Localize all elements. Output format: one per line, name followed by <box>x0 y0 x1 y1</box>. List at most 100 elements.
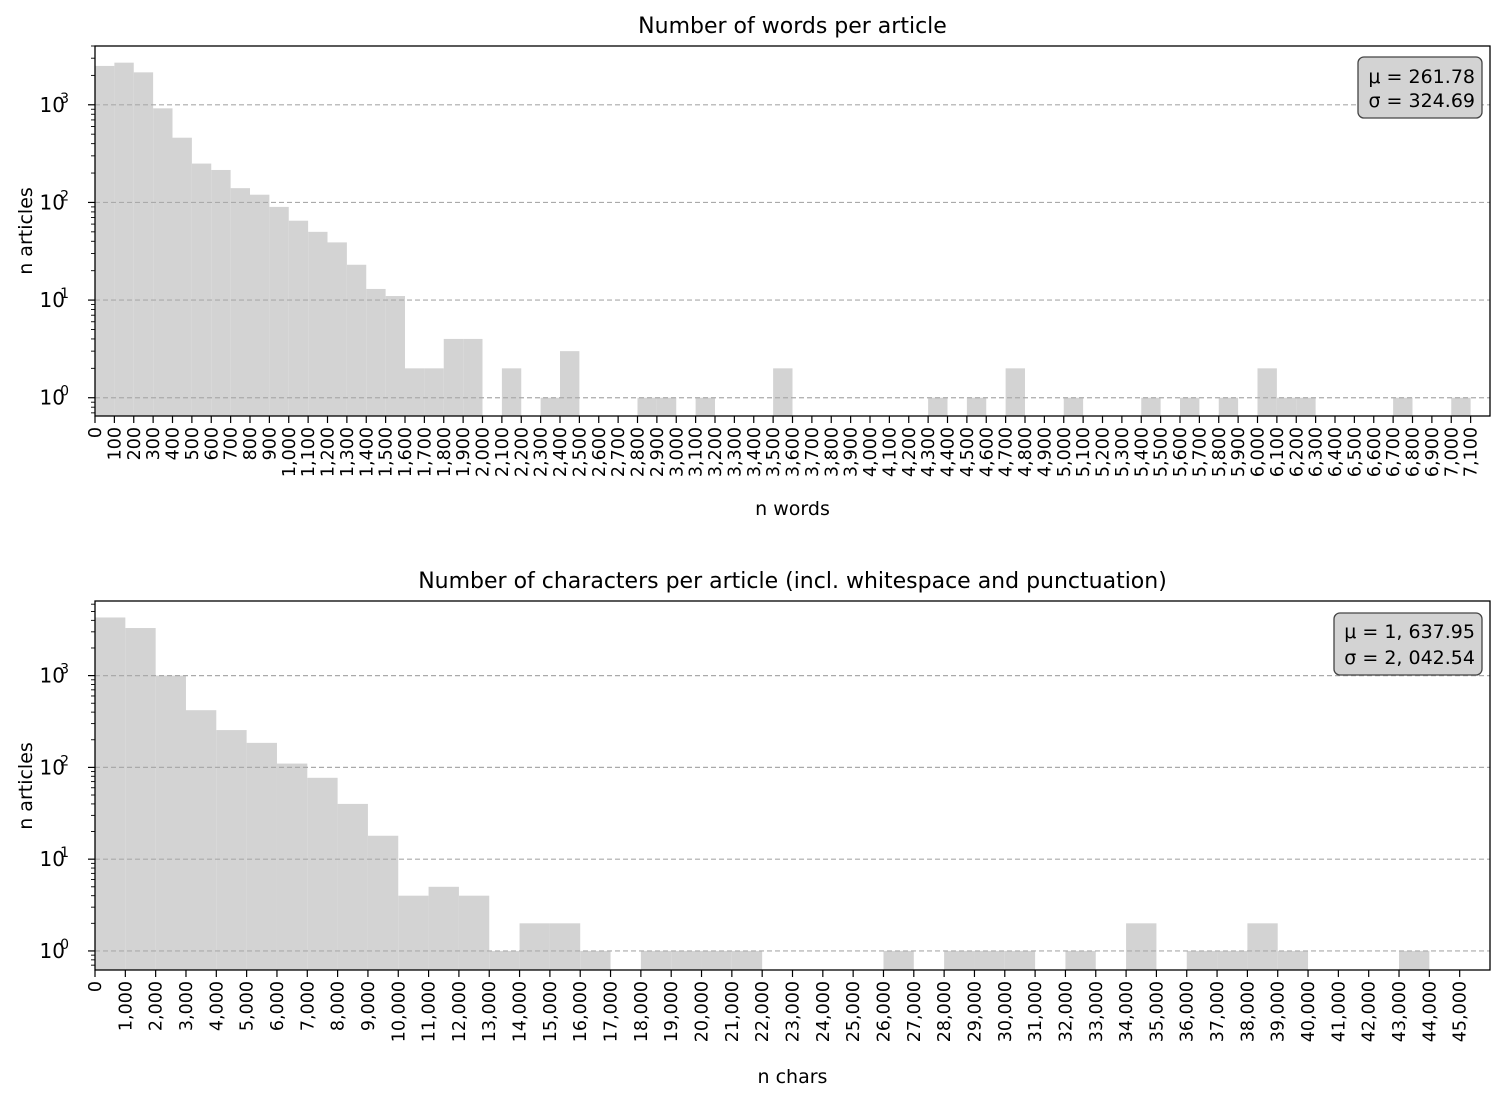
chars-bar-10 <box>398 895 429 970</box>
words-bar-33 <box>1218 397 1239 416</box>
words-xtick-label-43: 4,300 <box>919 427 939 477</box>
words-xtick-label-59: 5,900 <box>1229 427 1249 477</box>
words-xtick-label-36: 3,600 <box>784 427 804 477</box>
words-bar-8 <box>250 194 270 416</box>
chars-ytick-label-2: 102 <box>40 753 69 779</box>
chars-bar-5 <box>246 742 277 970</box>
chars-xtick-label-11: 11,000 <box>420 981 440 1042</box>
chars-bar-13 <box>489 950 520 970</box>
words-mean-label: μ = 261.78 <box>1368 66 1475 88</box>
words-xtick-label-62: 6,200 <box>1287 427 1307 477</box>
words-ytick-label-2: 102 <box>40 188 69 214</box>
words-bar-28 <box>966 397 987 416</box>
words-xtick-label-5: 500 <box>183 427 203 460</box>
words-bar-32 <box>1180 397 1200 416</box>
words-xtick-label-23: 2,300 <box>532 427 552 477</box>
words-xtick-label-14: 1,400 <box>357 427 377 477</box>
words-ytick-label-1: 101 <box>40 286 69 312</box>
words-xtick-label-53: 5,300 <box>1113 427 1133 477</box>
chars-xtick-label-36: 36,000 <box>1178 981 1198 1042</box>
chars-xtick-label-16: 16,000 <box>571 981 591 1042</box>
words-bar-34 <box>1257 368 1277 416</box>
words-bar-6 <box>211 169 231 416</box>
words-bar-24 <box>656 397 677 416</box>
words-bar-27 <box>928 397 948 416</box>
words-ytick-label-0: 100 <box>40 384 69 410</box>
words-xtick-label-50: 5,000 <box>1055 427 1075 477</box>
chars-bar-7 <box>307 777 338 970</box>
words-xtick-label-58: 5,800 <box>1210 427 1230 477</box>
chars-bar-15 <box>549 923 581 970</box>
words-xtick-label-20: 2,000 <box>474 427 494 477</box>
words-xtick-label-27: 2,700 <box>609 427 629 477</box>
chars-ytick-label-0: 100 <box>40 937 69 963</box>
chars-xtick-label-38: 38,000 <box>1238 981 1258 1042</box>
words-xtick-label-10: 1,000 <box>280 427 300 477</box>
chars-bar-6 <box>276 763 308 970</box>
words-xtick-label-65: 6,500 <box>1345 427 1365 477</box>
words-chart-title: Number of words per article <box>638 14 947 39</box>
words-y-axis-label: n articles <box>15 187 37 275</box>
words-sd-label: σ = 324.69 <box>1368 90 1475 112</box>
chars-bar-30 <box>1277 950 1309 970</box>
chars-y-axis-label: n articles <box>15 742 37 830</box>
words-xtick-label-8: 800 <box>241 427 261 460</box>
chars-xtick-label-34: 34,000 <box>1117 981 1137 1042</box>
chars-xtick-label-26: 26,000 <box>874 981 894 1042</box>
words-xtick-label-61: 6,100 <box>1268 427 1288 477</box>
words-bar-37 <box>1393 397 1413 416</box>
chars-xtick-label-22: 22,000 <box>753 981 773 1042</box>
chars-stats-box-frame <box>1333 612 1483 676</box>
words-xtick-label-51: 5,100 <box>1074 427 1094 477</box>
words-xtick-label-11: 1,100 <box>299 427 319 477</box>
words-bar-36 <box>1296 397 1316 416</box>
chars-xtick-label-4: 4,000 <box>207 981 227 1031</box>
chars-bar-25 <box>1065 950 1096 970</box>
chars-xtick-label-41: 41,000 <box>1329 981 1349 1042</box>
words-xtick-label-54: 5,400 <box>1132 427 1152 477</box>
words-xtick-label-45: 4,500 <box>958 427 978 477</box>
chars-bar-26 <box>1126 923 1157 970</box>
words-xtick-label-13: 1,300 <box>338 427 358 477</box>
words-bar-2 <box>133 72 154 416</box>
words-xtick-label-52: 5,200 <box>1094 427 1114 477</box>
words-xtick-label-29: 2,900 <box>648 427 668 477</box>
words-bar-25 <box>695 397 715 416</box>
chars-bars <box>95 617 1430 970</box>
chars-xtick-label-0: 0 <box>86 981 106 992</box>
words-xtick-label-0: 0 <box>86 427 106 438</box>
chars-bar-22 <box>944 950 975 970</box>
words-xtick-label-16: 1,600 <box>396 427 416 477</box>
chars-xtick-label-1: 1,000 <box>116 981 136 1031</box>
chars-xtick-label-37: 37,000 <box>1208 981 1228 1042</box>
words-xtick-label-39: 3,900 <box>842 427 862 477</box>
words-xtick-label-49: 4,900 <box>1035 427 1055 477</box>
chars-panel: 100 101 102 103 0 1,000 2,000 3,000 4,000 5,000 6… <box>15 569 1491 1088</box>
words-xtick-label-41: 4,100 <box>880 427 900 477</box>
words-xtick-label-18: 1,800 <box>435 427 455 477</box>
words-xtick-label-37: 3,700 <box>803 427 823 477</box>
words-bar-38 <box>1451 397 1471 416</box>
words-bar-3 <box>153 108 173 416</box>
words-bar-18 <box>443 338 464 416</box>
words-xtick-label-12: 1,200 <box>319 427 339 477</box>
words-xtick-label-42: 4,200 <box>900 427 920 477</box>
chars-xtick-label-21: 21,000 <box>723 981 743 1042</box>
words-bar-29 <box>1005 368 1025 416</box>
words-bar-9 <box>269 206 289 416</box>
words-xtick-label-64: 6,400 <box>1326 427 1346 477</box>
chars-ytick-label-3: 103 <box>40 662 69 688</box>
words-bar-23 <box>637 397 657 416</box>
words-xtick-label-3: 300 <box>144 427 164 460</box>
words-bar-35 <box>1276 397 1297 416</box>
chars-xtick-label-18: 18,000 <box>632 981 652 1042</box>
chars-xtick-label-27: 27,000 <box>905 981 925 1042</box>
words-xtick-label-22: 2,200 <box>512 427 532 477</box>
words-xtick-label-66: 6,600 <box>1365 427 1385 477</box>
words-xtick-label-63: 6,300 <box>1307 427 1327 477</box>
chars-x-axis-label: n chars <box>758 1066 828 1088</box>
words-bar-17 <box>424 368 444 416</box>
chars-xtick-label-23: 23,000 <box>784 981 804 1042</box>
words-xtick-label-26: 2,600 <box>590 427 610 477</box>
chars-bar-14 <box>519 923 550 970</box>
